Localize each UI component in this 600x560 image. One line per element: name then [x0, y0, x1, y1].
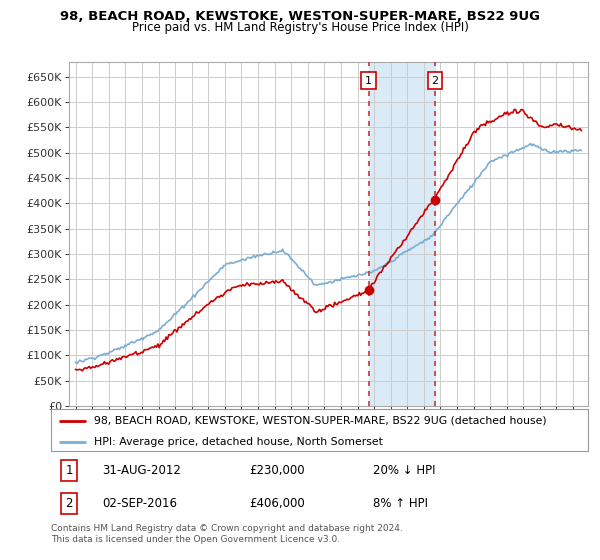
Bar: [368, 62, 435, 406]
Text: 1: 1: [365, 76, 372, 86]
Text: £406,000: £406,000: [250, 497, 305, 510]
Text: 1: 1: [65, 464, 73, 477]
Text: 98, BEACH ROAD, KEWSTOKE, WESTON-SUPER-MARE, BS22 9UG (detached house): 98, BEACH ROAD, KEWSTOKE, WESTON-SUPER-M…: [94, 416, 547, 426]
Text: 20% ↓ HPI: 20% ↓ HPI: [373, 464, 436, 477]
Text: £230,000: £230,000: [250, 464, 305, 477]
Text: 98, BEACH ROAD, KEWSTOKE, WESTON-SUPER-MARE, BS22 9UG: 98, BEACH ROAD, KEWSTOKE, WESTON-SUPER-M…: [60, 10, 540, 23]
Text: 02-SEP-2016: 02-SEP-2016: [102, 497, 177, 510]
Text: Price paid vs. HM Land Registry's House Price Index (HPI): Price paid vs. HM Land Registry's House …: [131, 21, 469, 34]
Text: 2: 2: [431, 76, 439, 86]
Text: Contains HM Land Registry data © Crown copyright and database right 2024.
This d: Contains HM Land Registry data © Crown c…: [51, 524, 403, 544]
Text: 8% ↑ HPI: 8% ↑ HPI: [373, 497, 428, 510]
Text: HPI: Average price, detached house, North Somerset: HPI: Average price, detached house, Nort…: [94, 437, 383, 446]
Text: 2: 2: [65, 497, 73, 510]
Text: 31-AUG-2012: 31-AUG-2012: [102, 464, 181, 477]
